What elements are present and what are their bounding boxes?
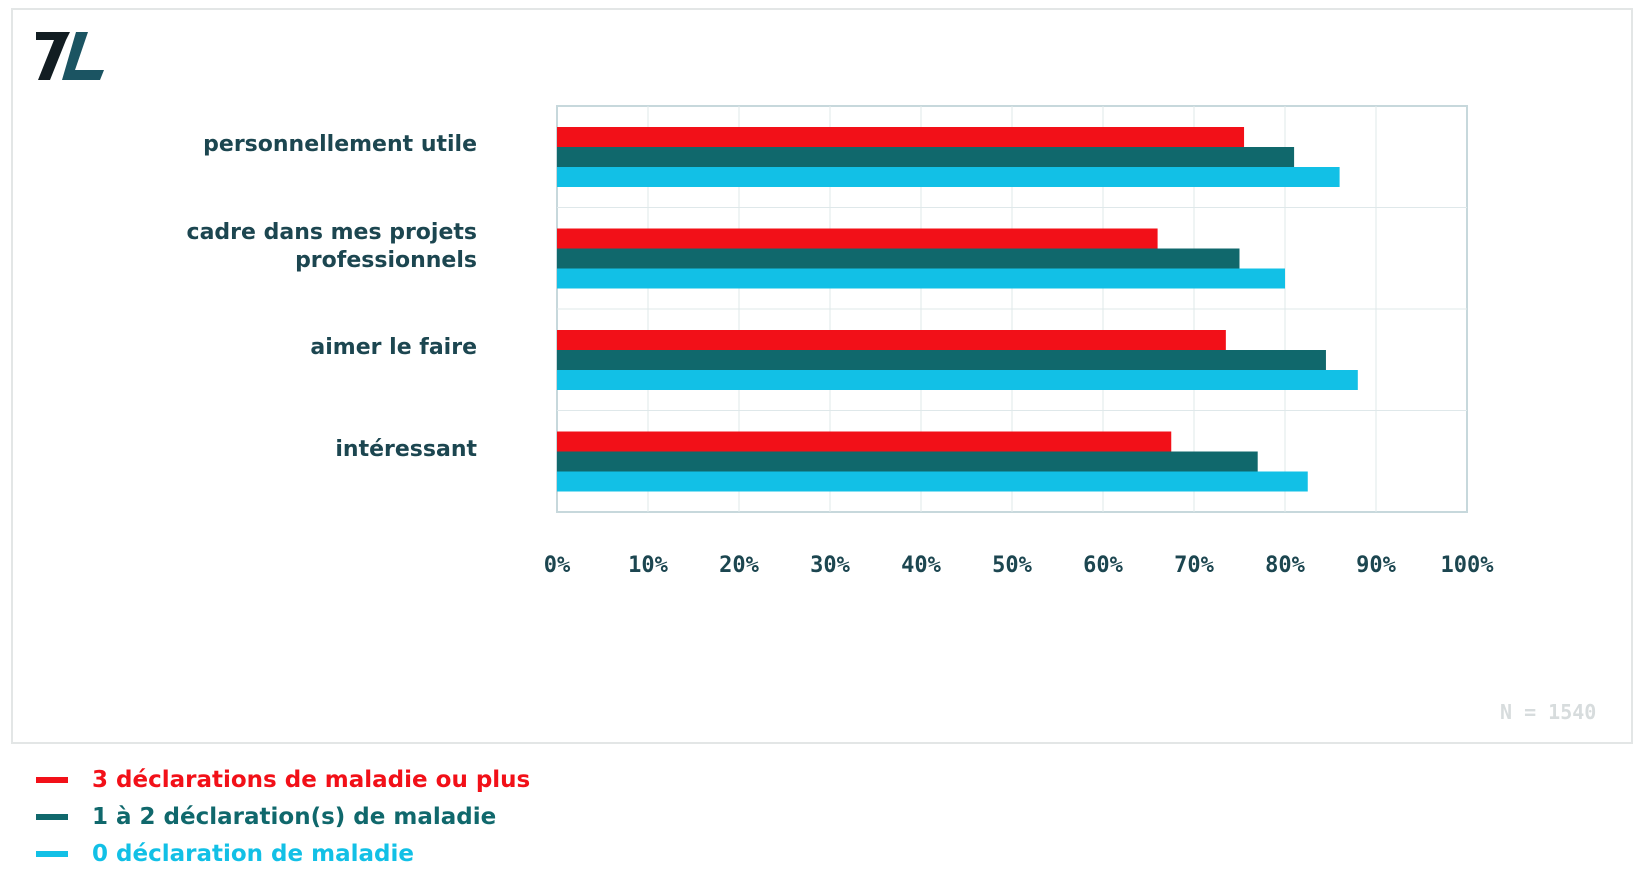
category-label: intéressant bbox=[335, 436, 477, 464]
x-tick-label: 80% bbox=[1265, 553, 1305, 578]
category-label-line: aimer le faire bbox=[310, 335, 477, 360]
legend-swatch bbox=[36, 850, 68, 857]
bar-2-2 bbox=[557, 248, 1240, 269]
category-label-line: personnellement utile bbox=[203, 132, 477, 157]
legend: 3 déclarations de maladie ou plus 1 à 2 d… bbox=[36, 761, 530, 872]
bar-3-1 bbox=[557, 167, 1340, 187]
legend-swatch bbox=[36, 776, 68, 783]
category-label-line: cadre dans mes projets bbox=[186, 219, 477, 245]
legend-swatch bbox=[36, 813, 68, 820]
x-tick-label: 40% bbox=[901, 553, 941, 578]
bar-3-2 bbox=[557, 268, 1285, 289]
x-tick-label: 100% bbox=[1440, 553, 1494, 578]
bar-1-3 bbox=[557, 330, 1226, 350]
bar-3-3 bbox=[557, 370, 1358, 390]
bar-1-1 bbox=[557, 127, 1245, 147]
x-tick-label: 50% bbox=[992, 553, 1032, 578]
sample-size-note: N = 1540 bbox=[1500, 700, 1597, 724]
bar-1-2 bbox=[557, 228, 1158, 249]
x-tick-label: 30% bbox=[810, 553, 850, 578]
x-tick-label: 90% bbox=[1356, 553, 1396, 578]
legend-item: 0 déclaration de maladie bbox=[36, 835, 530, 872]
legend-label: 3 déclarations de maladie ou plus bbox=[92, 766, 531, 793]
category-label-line: intéressant bbox=[335, 436, 477, 462]
legend-label: 1 à 2 déclaration(s) de maladie bbox=[92, 803, 497, 830]
x-tick-label: 60% bbox=[1083, 553, 1123, 578]
bar-1-4 bbox=[557, 431, 1172, 452]
category-label-line: professionnels bbox=[295, 247, 477, 273]
category-label: aimer le faire bbox=[310, 334, 477, 362]
category-label: personnellement utile bbox=[203, 131, 477, 159]
x-tick-label: 10% bbox=[628, 553, 668, 578]
bar-2-4 bbox=[557, 451, 1258, 472]
legend-label: 0 déclaration de maladie bbox=[92, 840, 414, 867]
bar-2-3 bbox=[557, 350, 1326, 370]
bar-2-1 bbox=[557, 147, 1295, 167]
x-tick-label: 0% bbox=[543, 553, 571, 578]
bar-3-4 bbox=[557, 471, 1308, 492]
x-tick-label: 20% bbox=[719, 553, 759, 578]
category-label: cadre dans mes projets professionnels bbox=[187, 219, 477, 275]
brand-logo bbox=[36, 32, 104, 80]
x-tick-label: 70% bbox=[1174, 553, 1214, 578]
legend-item: 1 à 2 déclaration(s) de maladie bbox=[36, 798, 530, 835]
legend-item: 3 déclarations de maladie ou plus bbox=[36, 761, 530, 798]
